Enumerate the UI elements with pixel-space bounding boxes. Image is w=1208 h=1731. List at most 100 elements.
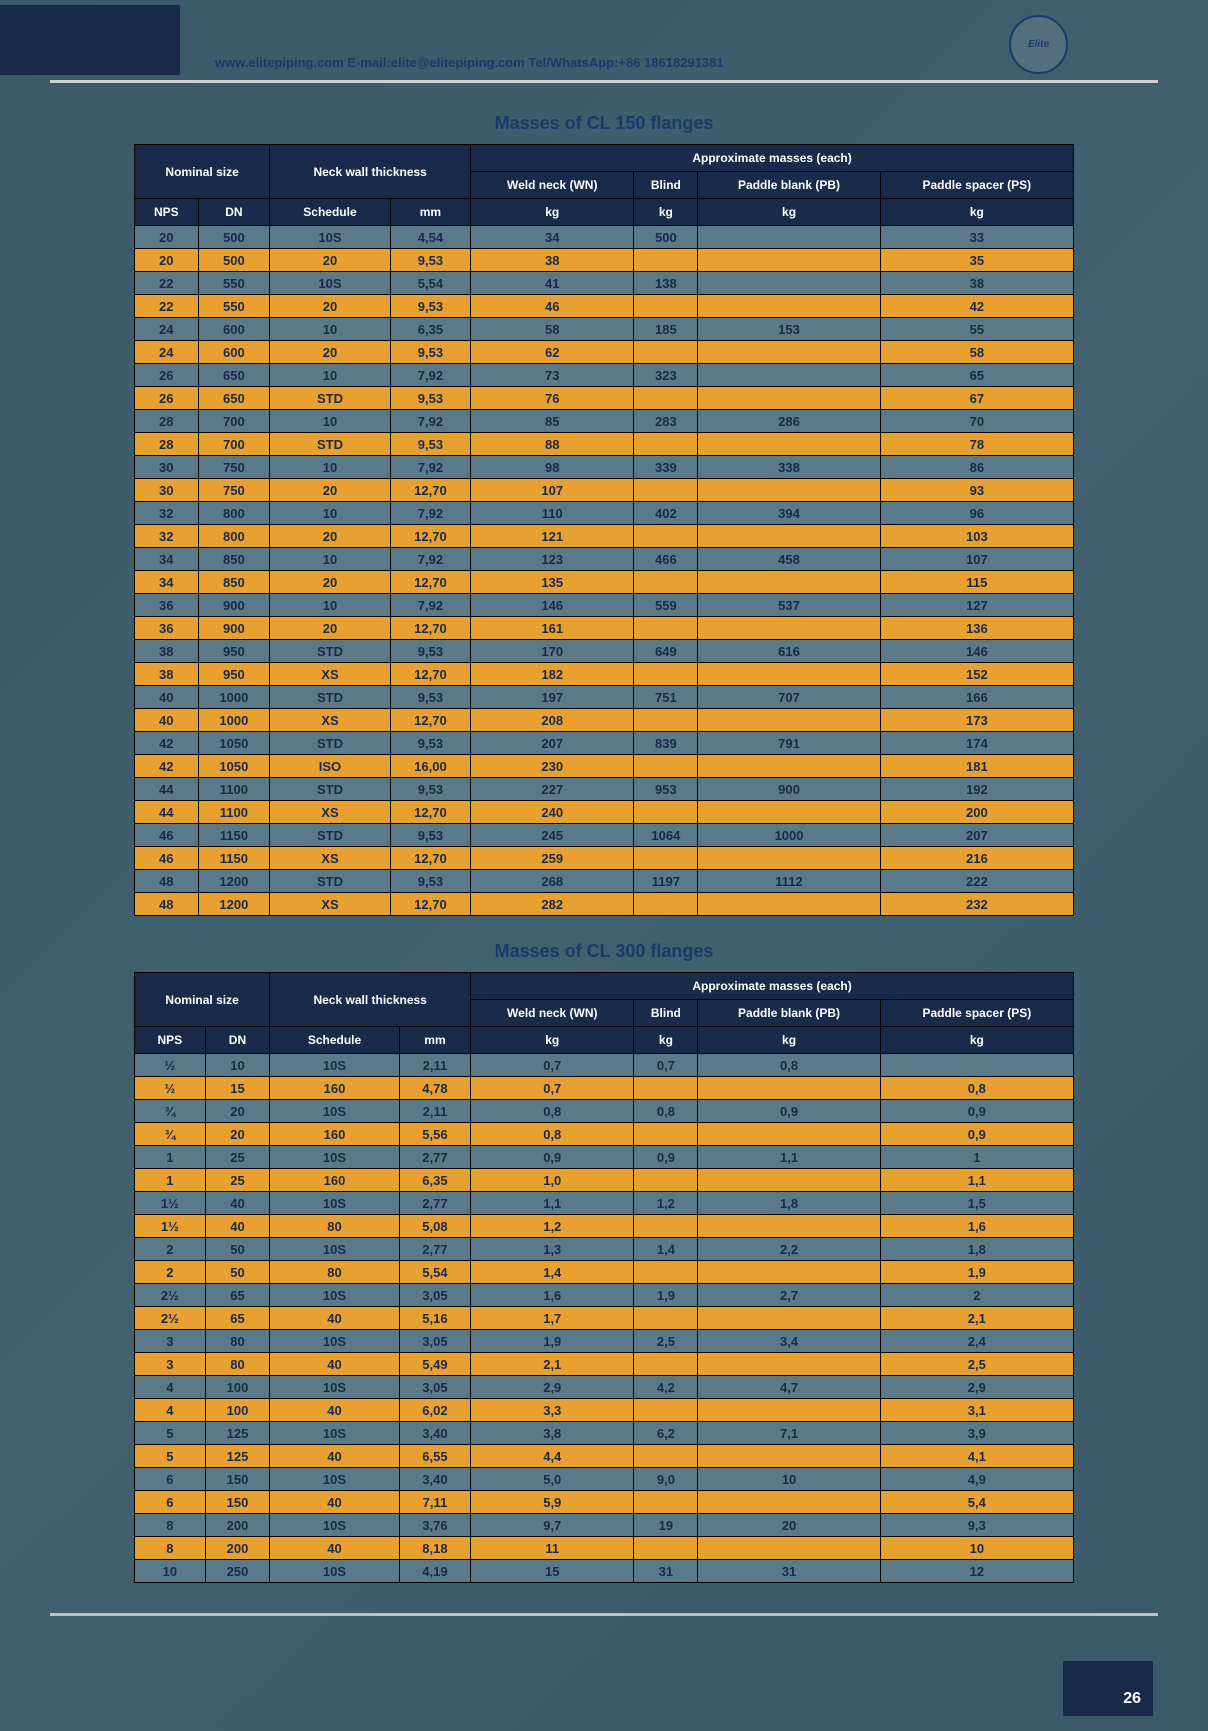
table-cell: 6,35 — [399, 1169, 470, 1192]
table-cell: 25 — [205, 1146, 269, 1169]
table-cell: 10S — [270, 226, 391, 249]
table-cell: 1½ — [135, 1215, 206, 1238]
table-cell: 1050 — [198, 755, 270, 778]
table-cell: 458 — [698, 548, 880, 571]
table-row: ½151604,780,70,8 — [135, 1077, 1074, 1100]
table-cell: 6,35 — [390, 318, 470, 341]
table-cell: 70 — [880, 410, 1073, 433]
table-cell: 115 — [880, 571, 1073, 594]
table-cell: 1,0 — [471, 1169, 634, 1192]
table-cell: 44 — [135, 778, 199, 801]
table-cell: 46 — [135, 847, 199, 870]
table-cell: 2,2 — [698, 1238, 880, 1261]
table-cell: 30 — [135, 479, 199, 502]
table-cell: 750 — [198, 479, 270, 502]
table-cell: 8 — [135, 1514, 206, 1537]
table-cell: 10 — [270, 548, 391, 571]
table-cell: 12,70 — [390, 847, 470, 870]
table-cell: XS — [270, 847, 391, 870]
table-cell — [634, 571, 698, 594]
table-cell: 40 — [270, 1399, 400, 1422]
table-cell: 2,5 — [634, 1330, 698, 1353]
table-cell — [698, 295, 880, 318]
table-cell: 88 — [471, 433, 634, 456]
table-cell: 2,77 — [399, 1238, 470, 1261]
table-cell: 10 — [270, 456, 391, 479]
table-cell: 2,7 — [698, 1284, 880, 1307]
col-nominal-size: Nominal size — [135, 973, 270, 1027]
table-cell: 24 — [135, 318, 199, 341]
table-cell: 38 — [471, 249, 634, 272]
table-cell: 0,9 — [880, 1123, 1073, 1146]
table-row: 481200XS12,70282232 — [135, 893, 1074, 916]
table-cell: 1,8 — [698, 1192, 880, 1215]
table-cell: 20 — [135, 226, 199, 249]
table-cell: 7,92 — [390, 456, 470, 479]
top-brand-block — [0, 5, 180, 75]
table-cell: 0,9 — [634, 1146, 698, 1169]
table-cell: 4 — [135, 1376, 206, 1399]
table-cell: 200 — [880, 801, 1073, 824]
table-cell: 34 — [135, 571, 199, 594]
table-row: 421050STD9,53207839791174 — [135, 732, 1074, 755]
table-cell: 85 — [471, 410, 634, 433]
table-cell: 10 — [270, 364, 391, 387]
table-cell: 6,2 — [634, 1422, 698, 1445]
table-cell: 3,40 — [399, 1468, 470, 1491]
table-cell: 3,1 — [880, 1399, 1073, 1422]
table-cell: 8,18 — [399, 1537, 470, 1560]
table-cell — [634, 1399, 698, 1422]
table-cell: 76 — [471, 387, 634, 410]
table-cell: 8 — [135, 1537, 206, 1560]
table-cell: 46 — [471, 295, 634, 318]
table-cell: 900 — [198, 617, 270, 640]
table-row: 28700107,928528328670 — [135, 410, 1074, 433]
table-cell: 12 — [880, 1560, 1073, 1583]
table-cell: 10S — [270, 1146, 400, 1169]
table-cell: 230 — [471, 755, 634, 778]
col-dn: DN — [205, 1027, 269, 1054]
table-cell — [634, 525, 698, 548]
table-cell: 160 — [270, 1169, 400, 1192]
table-cell — [698, 249, 880, 272]
table-cell — [698, 617, 880, 640]
table-cell: 44 — [135, 801, 199, 824]
table-cell: 65 — [205, 1307, 269, 1330]
col-dn: DN — [198, 199, 270, 226]
table-cell — [634, 341, 698, 364]
col-nominal-size: Nominal size — [135, 145, 270, 199]
table-cell: 150 — [205, 1468, 269, 1491]
table-cell: 42 — [135, 755, 199, 778]
col-nps: NPS — [135, 1027, 206, 1054]
table-cell: 174 — [880, 732, 1073, 755]
table-cell: 227 — [471, 778, 634, 801]
table-cell: 6 — [135, 1468, 206, 1491]
table-cell: 9,53 — [390, 295, 470, 318]
table-cell: 12,70 — [390, 801, 470, 824]
table-cell: 1,6 — [880, 1215, 1073, 1238]
table-cell: STD — [270, 732, 391, 755]
table-cell: 32 — [135, 525, 199, 548]
table-cell: 4,1 — [880, 1445, 1073, 1468]
table-cell: 36 — [135, 617, 199, 640]
table-cell: 123 — [471, 548, 634, 571]
table-cell — [698, 341, 880, 364]
table-cell: 283 — [634, 410, 698, 433]
table-cell: 160 — [270, 1077, 400, 1100]
table-row: 615010S3,405,09,0104,9 — [135, 1468, 1074, 1491]
table-cell: 268 — [471, 870, 634, 893]
table-cell: 80 — [270, 1261, 400, 1284]
table-cell: 751 — [634, 686, 698, 709]
table-cell: 600 — [198, 318, 270, 341]
table-cell: 93 — [880, 479, 1073, 502]
table-cell: 10 — [880, 1537, 1073, 1560]
table-cell: 700 — [198, 410, 270, 433]
table-cell: 5,16 — [399, 1307, 470, 1330]
table-cell: 6 — [135, 1491, 206, 1514]
table-cell: 20 — [270, 525, 391, 548]
table-cell: 20 — [270, 249, 391, 272]
table-cell: XS — [270, 663, 391, 686]
table-cell — [698, 272, 880, 295]
table-cell: 1,4 — [634, 1238, 698, 1261]
table-cell: 22 — [135, 272, 199, 295]
